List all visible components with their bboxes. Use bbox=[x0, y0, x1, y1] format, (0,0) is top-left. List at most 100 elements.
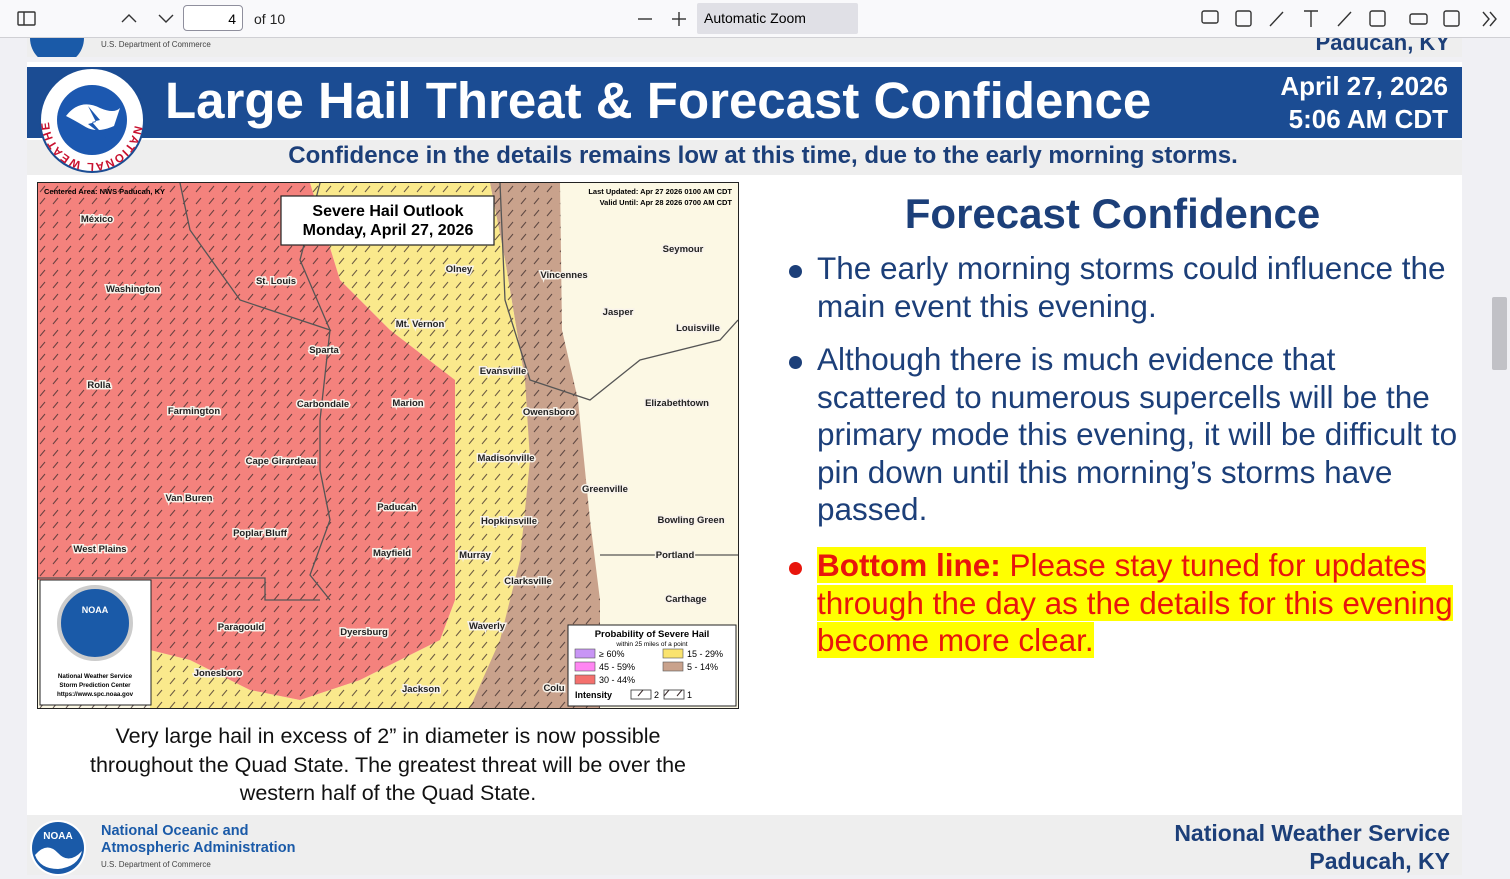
previous-page[interactable] bbox=[121, 14, 137, 23]
city-label: Louisville bbox=[676, 323, 720, 334]
last-updated: Last Updated: Apr 27 2026 0100 AM CDT bbox=[588, 187, 732, 196]
city-label: Evansville bbox=[480, 366, 526, 377]
city-label: Carbondale bbox=[297, 399, 349, 410]
slide-time: 5:06 AM CDT bbox=[1288, 104, 1448, 134]
county-line bbox=[179, 183, 331, 331]
city-label: Paragould bbox=[218, 622, 265, 633]
city-label: Seymour bbox=[663, 244, 704, 255]
page-total: of 10 bbox=[254, 11, 286, 27]
city-label: Van Buren bbox=[166, 493, 213, 504]
hail-outlook-map: Centered Area: NWS Paducah, KY Last Updat… bbox=[37, 182, 739, 709]
city-label: Cape Girardeau bbox=[246, 456, 317, 467]
caption-line: Very large hail in excess of 2” in diame… bbox=[115, 724, 661, 748]
city-label: Portland bbox=[656, 550, 695, 561]
draw-tool[interactable] bbox=[1337, 11, 1352, 27]
agency-line: National Oceanic and bbox=[101, 823, 249, 839]
next-page[interactable] bbox=[158, 14, 174, 23]
logo-label: NOAA bbox=[43, 831, 72, 842]
bullet-dot bbox=[789, 356, 802, 369]
bottom-line-space bbox=[1000, 547, 1010, 583]
office-line: National Weather Service bbox=[1174, 820, 1450, 846]
city-label: West Plains bbox=[73, 544, 126, 555]
office: National Weather Service Paducah, KY bbox=[1174, 819, 1450, 875]
city-label: Marion bbox=[392, 398, 423, 409]
page-number-input[interactable]: 4 bbox=[183, 5, 243, 31]
toolbar: 4 of 10 Automatic Zoom bbox=[0, 0, 1510, 38]
bottom-line-text: Please stay tuned for updates through th… bbox=[817, 547, 1453, 658]
spc-logo-line: https://www.spc.noaa.gov bbox=[57, 691, 134, 698]
outlook-title: Severe Hail Outlook bbox=[312, 203, 463, 220]
office: Paducah, KY bbox=[1315, 38, 1450, 55]
legend-swatch bbox=[574, 674, 596, 685]
city-label: Hopkinsville bbox=[481, 516, 537, 527]
city-label: Greenville bbox=[582, 484, 628, 495]
more-tools[interactable] bbox=[1482, 11, 1497, 27]
legend-label: ≥ 60% bbox=[599, 649, 624, 659]
slide-footer: NOAA National Oceanic and Atmospheric Ad… bbox=[27, 815, 1462, 876]
bullet-dot bbox=[789, 265, 802, 278]
bullet: The early morning storms could influence… bbox=[789, 250, 1462, 325]
city-label: Colu bbox=[543, 683, 564, 694]
zoom-select[interactable]: Automatic Zoom bbox=[697, 3, 858, 34]
noaa-logo: NOAA bbox=[30, 820, 86, 876]
city-label: Vincennes bbox=[540, 270, 587, 281]
state-border bbox=[38, 577, 320, 601]
outlook-box bbox=[280, 195, 495, 246]
slide-title: Large Hail Threat & Forecast Confidence bbox=[165, 72, 1152, 129]
city-label: Elizabethtown bbox=[645, 398, 709, 409]
subtitle-band bbox=[27, 140, 1462, 175]
legend-label: 5 - 14% bbox=[687, 662, 718, 672]
agency-line: Atmospheric Administration bbox=[101, 840, 296, 856]
valid-until: Valid Until: Apr 28 2026 0700 AM CDT bbox=[600, 198, 733, 207]
city-label: Mayfield bbox=[373, 548, 411, 559]
city-label: Jasper bbox=[603, 307, 634, 318]
caption-line: western half of the Quad State. bbox=[239, 781, 537, 805]
comment-tool[interactable] bbox=[1201, 10, 1219, 24]
river bbox=[299, 183, 331, 601]
text-tool[interactable] bbox=[1304, 10, 1318, 27]
city-label: Washington bbox=[106, 284, 160, 295]
legend-swatch bbox=[662, 648, 684, 659]
bottom-line: Bottom line: Please stay tuned for updat… bbox=[789, 547, 1462, 660]
city-label: Bowling Green bbox=[657, 515, 724, 526]
confidence-heading: Forecast Confidence bbox=[904, 190, 1321, 237]
hatched-area bbox=[38, 183, 600, 708]
sidebar-toggle[interactable] bbox=[17, 11, 36, 26]
legend-subtitle: within 25 miles of a point bbox=[615, 641, 687, 648]
city-label: St. Louis bbox=[256, 276, 296, 287]
image-tool[interactable] bbox=[1369, 10, 1386, 27]
city-label: Murray bbox=[459, 550, 491, 561]
city-label: Jonesboro bbox=[194, 668, 243, 679]
city-label: Dyersburg bbox=[340, 627, 388, 638]
legend-swatch bbox=[574, 661, 596, 672]
bullet: Although there is much evidence that sca… bbox=[789, 341, 1462, 529]
city-label: México bbox=[81, 214, 113, 225]
city-label: Owensboro bbox=[523, 407, 575, 418]
sign-tool[interactable] bbox=[1235, 10, 1252, 27]
intensity-label: 2 bbox=[654, 690, 659, 700]
spc-logo-line: Storm Prediction Center bbox=[59, 682, 131, 689]
spc-logo-line: National Weather Service bbox=[58, 673, 133, 680]
scroll-thumb[interactable] bbox=[1492, 297, 1507, 370]
slide-date: April 27, 2026 bbox=[1280, 71, 1448, 101]
previous-page-footer: U.S. Department of Commerce Paducah, KY bbox=[27, 38, 1462, 57]
noaa-logo bbox=[30, 38, 84, 57]
slide-subtitle: Confidence in the details remains low at… bbox=[288, 142, 1238, 169]
legend-box bbox=[567, 624, 737, 707]
legend-title: Probability of Severe Hail bbox=[595, 629, 710, 640]
city-label: Madisonville bbox=[477, 453, 534, 464]
river bbox=[499, 183, 738, 401]
highlight-tool[interactable] bbox=[1269, 11, 1284, 27]
save[interactable] bbox=[1443, 10, 1460, 27]
city-label: Clarksville bbox=[504, 576, 552, 587]
city-label: Rolla bbox=[87, 380, 111, 391]
print[interactable] bbox=[1409, 13, 1428, 25]
agency: National Oceanic and Atmospheric Adminis… bbox=[101, 823, 295, 857]
legend-swatch bbox=[574, 648, 596, 659]
spc-logo-label: NOAA bbox=[82, 605, 109, 615]
scrollbar[interactable] bbox=[1489, 38, 1510, 879]
department: U.S. Department of Commerce bbox=[101, 40, 211, 49]
legend-intensity: Intensity bbox=[575, 690, 612, 700]
